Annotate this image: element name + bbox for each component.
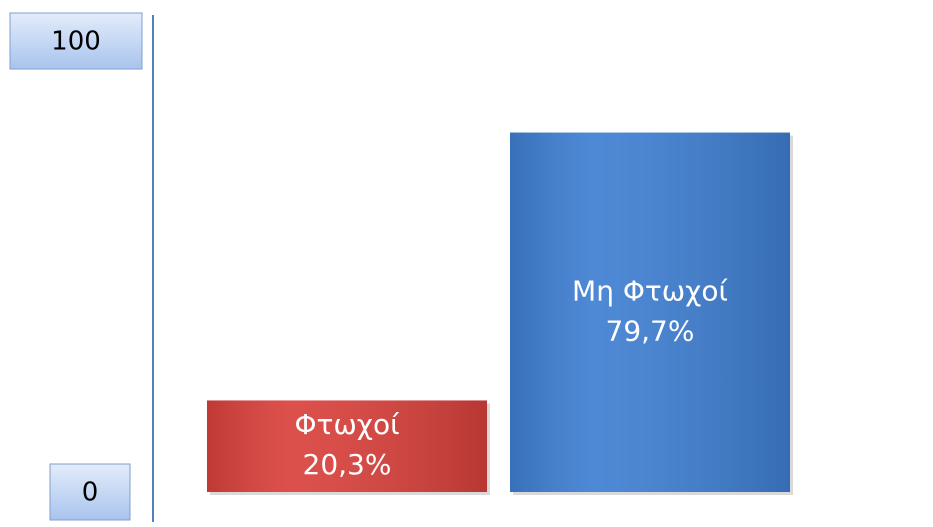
y-tick-label: 0 [82, 478, 99, 508]
bar-shade [207, 400, 487, 492]
bar-shade [510, 132, 790, 493]
bar-value-label: 20,3% [303, 448, 392, 481]
bar-category-label: Φτωχοί [294, 408, 400, 441]
y-tick-box [49, 463, 131, 521]
bar-category-label: Μη Φτωχοί [572, 274, 728, 307]
y-tick-label: 100 [51, 27, 101, 57]
bar-value-label: 79,7% [606, 314, 695, 347]
y-tick-box [9, 12, 143, 70]
